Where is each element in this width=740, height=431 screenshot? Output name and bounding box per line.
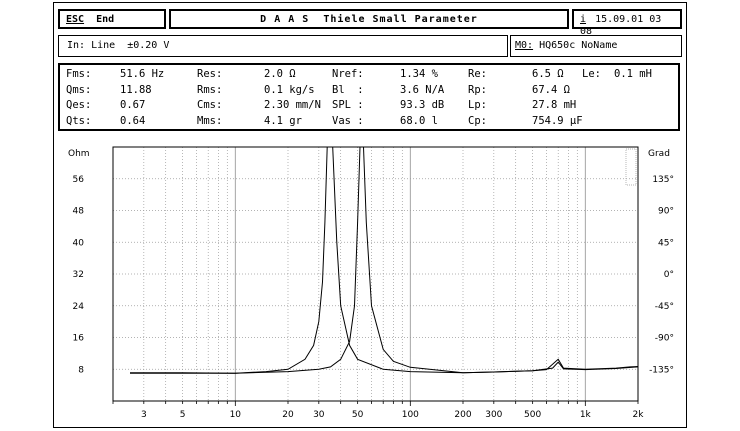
esc-key-label: ESC	[66, 14, 85, 25]
param-label: Res:	[197, 68, 223, 80]
right-tick-label: -45°	[655, 302, 674, 312]
param-value: 0.67	[120, 99, 146, 111]
impedance-plot: 3 5 10 20 30 50 100 200 300 500 1k 2k Ohm 56 48 40 32 24 1…	[58, 141, 680, 422]
x-tick-label: 30	[313, 410, 325, 420]
right-tick-label: -90°	[655, 334, 674, 344]
right-tick-label: -135°	[649, 365, 674, 375]
param-label: Lp:	[468, 99, 487, 111]
param-value: 2.30 mm/N	[264, 99, 321, 111]
window-title: D A A S Thiele Small Parameter	[260, 14, 478, 25]
param-value: 1.34 %	[400, 68, 438, 80]
param-label: Cms:	[197, 99, 223, 111]
x-tick-label: 2k	[633, 410, 645, 420]
param-value: 67.4 Ω	[532, 83, 570, 96]
model-name: HQ650c NoName	[539, 40, 618, 51]
param-label: Cp:	[468, 114, 487, 127]
param-value: 4.1 gr	[264, 114, 302, 127]
right-tick-label: 135°	[652, 175, 674, 185]
param-label: Fms:	[66, 68, 92, 80]
param-label: Rms:	[197, 83, 223, 96]
param-label: Nref:	[332, 68, 364, 80]
app-window	[53, 2, 687, 428]
param-value: 0.1 kg/s	[264, 83, 315, 96]
param-label: Rp:	[468, 83, 487, 96]
param-label: SPL :	[332, 99, 364, 111]
right-tick-label: 0°	[664, 270, 674, 280]
title-bar: D A A S Thiele Small Parameter	[169, 9, 569, 29]
impedance-curve-1	[130, 147, 638, 374]
x-tick-label: 20	[282, 410, 294, 420]
parameter-table: Fms: 51.6 Hz Res: 2.0 Ω Nref: 1.34 % Re: 6.5 Ω L…	[58, 63, 680, 131]
param-value: 6.5 Ω	[532, 68, 564, 80]
param-value: 68.0 l	[400, 114, 438, 127]
left-tick-label: 16	[73, 334, 85, 344]
param-value: 27.8 mH	[532, 99, 577, 111]
input-line-box[interactable]: In: Line ±0.20 V	[58, 35, 508, 57]
impedance-curve-2	[130, 147, 638, 374]
plot-border	[112, 146, 639, 402]
impedance-chart: 3 5 10 20 30 50 100 200 300 500 1k 2k Ohm 56 48 40 32 24 1…	[68, 146, 674, 420]
param-value: 93.3 dB	[400, 99, 445, 111]
x-tick-label: 50	[352, 410, 364, 420]
param-value: 0.1 mH	[614, 68, 652, 80]
right-tick-label: 45°	[658, 238, 674, 248]
datetime: 15.09.01 03 08	[580, 14, 662, 37]
param-value: 754.9 µF	[532, 114, 583, 127]
x-tick-label: 3	[141, 410, 147, 420]
right-axis-label: Grad	[648, 149, 670, 159]
right-tick-label: 90°	[658, 207, 674, 217]
left-tick-label: 24	[73, 302, 85, 312]
param-label: Mms:	[197, 114, 223, 127]
x-tick-label: 500	[524, 410, 541, 420]
param-value: 51.6 Hz	[120, 68, 165, 80]
param-label: Bl :	[332, 83, 364, 96]
param-value: 0.64	[120, 114, 146, 127]
x-tick-label: 1k	[580, 410, 592, 420]
param-label: Vas :	[332, 114, 364, 127]
phase-marker-box	[625, 148, 637, 186]
param-label: Qes:	[66, 99, 92, 111]
input-line-text: In: Line ±0.20 V	[67, 40, 170, 51]
param-label: Re:	[468, 68, 487, 80]
x-tick-label: 200	[454, 410, 471, 420]
left-tick-label: 8	[78, 365, 84, 375]
param-label: Qms:	[66, 83, 92, 96]
x-tick-label: 100	[402, 410, 419, 420]
datetime-box[interactable]: i 15.09.01 03 08	[572, 9, 682, 37]
left-tick-label: 32	[73, 270, 84, 280]
model-box[interactable]: M0: HQ650c NoName	[510, 35, 682, 57]
left-tick-label: 40	[73, 238, 85, 248]
x-tick-label: 5	[180, 410, 186, 420]
param-label: Qts:	[66, 114, 92, 127]
param-value: 11.88	[120, 83, 152, 96]
param-value: 3.6 N/A	[400, 83, 445, 96]
model-prefix: M0:	[515, 40, 534, 51]
x-tick-label: 10	[230, 410, 242, 420]
left-tick-label: 48	[73, 207, 85, 217]
param-value: 2.0 Ω	[264, 68, 296, 80]
esc-end-button[interactable]: ESC End	[58, 9, 166, 29]
left-axis-label: Ohm	[68, 149, 90, 159]
info-icon[interactable]: i	[580, 14, 587, 25]
left-tick-label: 56	[73, 175, 85, 185]
end-label: End	[96, 14, 115, 25]
param-label: Le:	[582, 68, 601, 80]
x-tick-label: 300	[485, 410, 502, 420]
